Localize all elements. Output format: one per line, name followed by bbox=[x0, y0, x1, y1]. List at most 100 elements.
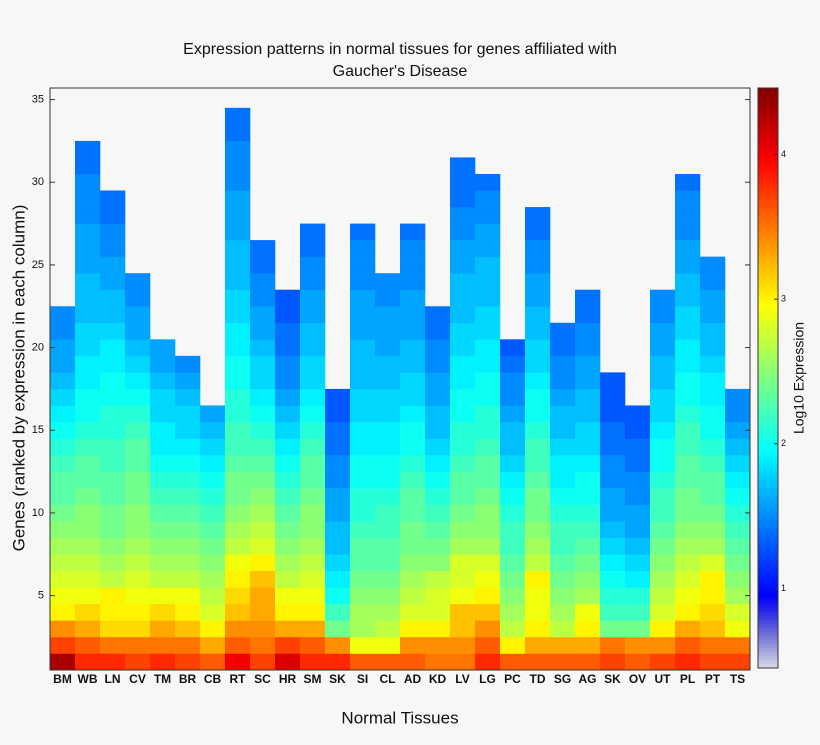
heatmap-cell bbox=[700, 455, 726, 472]
heatmap-cell bbox=[675, 322, 701, 340]
heatmap-cell bbox=[425, 438, 451, 456]
heatmap-cell bbox=[450, 438, 476, 456]
x-tick-label: TD bbox=[530, 672, 546, 686]
heatmap-cell bbox=[350, 504, 376, 522]
heatmap-cell bbox=[75, 455, 101, 472]
heatmap-cell bbox=[300, 554, 326, 572]
heatmap-cell bbox=[300, 521, 326, 539]
heatmap-cell bbox=[550, 636, 576, 654]
heatmap-cell bbox=[400, 388, 426, 406]
heatmap-cell bbox=[450, 471, 476, 489]
heatmap-cell bbox=[100, 388, 126, 406]
heatmap-cell bbox=[300, 306, 326, 324]
heatmap-cell bbox=[525, 521, 551, 539]
heatmap-cell bbox=[150, 438, 176, 456]
heatmap-cell bbox=[675, 587, 701, 605]
heatmap-cell bbox=[425, 587, 451, 605]
y-tick-label: 30 bbox=[32, 176, 44, 188]
heatmap-cell bbox=[550, 620, 576, 638]
heatmap-cell bbox=[150, 355, 176, 373]
heatmap-cell bbox=[50, 620, 76, 638]
x-tick-label: SM bbox=[304, 672, 322, 686]
heatmap-cell bbox=[500, 653, 526, 671]
heatmap-cell bbox=[475, 504, 501, 522]
heatmap-cell bbox=[100, 537, 126, 555]
heatmap-cell bbox=[275, 570, 301, 588]
y-tick-label: 15 bbox=[32, 424, 44, 436]
heatmap-cell bbox=[700, 405, 726, 423]
heatmap-cell bbox=[375, 620, 401, 638]
heatmap-cell bbox=[250, 537, 276, 555]
heatmap-cell bbox=[650, 504, 676, 522]
heatmap-cell bbox=[125, 537, 151, 555]
heatmap-cell bbox=[575, 537, 601, 555]
heatmap-cell bbox=[375, 521, 401, 539]
heatmap-cell bbox=[150, 372, 176, 390]
heatmap-cell bbox=[550, 471, 576, 489]
heatmap-cell bbox=[700, 620, 726, 638]
heatmap-cell bbox=[175, 554, 201, 572]
heatmap-cell bbox=[400, 537, 426, 555]
heatmap-cell bbox=[150, 570, 176, 588]
heatmap-cell bbox=[475, 570, 501, 588]
heatmap-cell bbox=[250, 504, 276, 522]
heatmap-cell bbox=[650, 372, 676, 390]
heatmap-cell bbox=[225, 570, 251, 588]
heatmap-cell bbox=[350, 636, 376, 654]
heatmap-cell bbox=[50, 471, 76, 489]
heatmap-cell bbox=[300, 240, 326, 257]
heatmap-cell bbox=[350, 603, 376, 621]
heatmap-cell bbox=[600, 537, 626, 555]
heatmap-cell bbox=[150, 603, 176, 621]
heatmap-cell bbox=[500, 504, 526, 522]
heatmap-cell bbox=[575, 289, 601, 307]
heatmap-cell bbox=[525, 554, 551, 572]
heatmap-cell bbox=[525, 322, 551, 340]
heatmap-cell bbox=[300, 372, 326, 390]
heatmap-cell bbox=[650, 603, 676, 621]
heatmap-cell bbox=[475, 471, 501, 489]
heatmap-cell bbox=[175, 372, 201, 390]
heatmap-cell bbox=[275, 405, 301, 423]
heatmap-cell bbox=[350, 471, 376, 489]
heatmap-cell bbox=[100, 355, 126, 373]
heatmap-cell bbox=[225, 240, 251, 257]
heatmap-cell bbox=[325, 636, 351, 654]
heatmap-cell bbox=[700, 488, 726, 505]
heatmap-cell bbox=[450, 554, 476, 572]
x-tick-label: SI bbox=[357, 672, 368, 686]
heatmap-cell bbox=[550, 421, 576, 439]
heatmap-cell bbox=[375, 421, 401, 439]
heatmap-cell bbox=[450, 223, 476, 241]
heatmap-cell bbox=[725, 388, 751, 406]
heatmap-cell bbox=[650, 339, 676, 357]
heatmap-cell bbox=[500, 587, 526, 605]
x-tick-label: LN bbox=[105, 672, 121, 686]
y-axis-label: Genes (ranked by expression in each colu… bbox=[9, 205, 28, 552]
heatmap-cell bbox=[75, 537, 101, 555]
heatmap-cell bbox=[725, 504, 751, 522]
y-tick-label: 20 bbox=[32, 341, 44, 353]
heatmap-cell bbox=[700, 256, 726, 274]
heatmap-cell bbox=[700, 603, 726, 621]
heatmap-cell bbox=[425, 372, 451, 390]
x-tick-label: LV bbox=[455, 672, 469, 686]
heatmap-cell bbox=[725, 653, 751, 671]
heatmap-cell bbox=[275, 554, 301, 572]
heatmap-cell bbox=[425, 620, 451, 638]
heatmap-cell bbox=[225, 207, 251, 224]
heatmap-cell bbox=[500, 488, 526, 505]
heatmap-cell bbox=[575, 306, 601, 324]
heatmap-cell bbox=[125, 603, 151, 621]
heatmap-cell bbox=[275, 537, 301, 555]
heatmap-cell bbox=[525, 207, 551, 224]
heatmap-cell bbox=[250, 521, 276, 539]
heatmap-cell bbox=[275, 587, 301, 605]
heatmap-cell bbox=[575, 554, 601, 572]
heatmap-cell bbox=[450, 322, 476, 340]
heatmap-cell bbox=[375, 488, 401, 505]
heatmap-cell bbox=[150, 554, 176, 572]
heatmap-cell bbox=[500, 339, 526, 357]
heatmap-cell bbox=[275, 504, 301, 522]
heatmap-cell bbox=[75, 653, 101, 671]
